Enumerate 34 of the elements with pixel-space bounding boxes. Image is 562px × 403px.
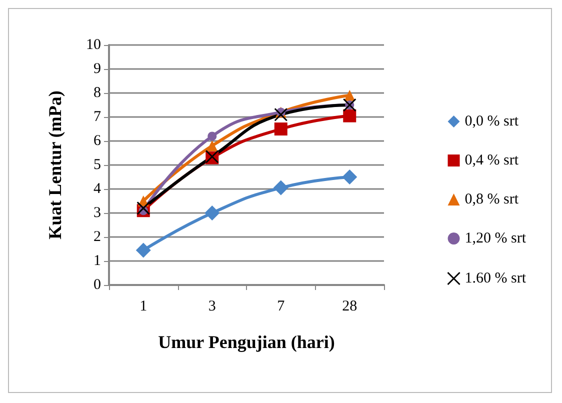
point xyxy=(274,122,288,136)
y-tick-label: 10 xyxy=(86,37,101,53)
legend-label: 0,8 % srt xyxy=(464,192,520,208)
point xyxy=(136,201,150,215)
point xyxy=(273,180,288,196)
legend-label: 0,4 % srt xyxy=(464,152,520,168)
point xyxy=(274,108,288,122)
y-tick-label: 3 xyxy=(94,205,101,221)
x-tick-label: 1 xyxy=(140,298,148,314)
y-tick-label: 4 xyxy=(94,181,102,197)
point xyxy=(344,90,356,101)
y-tick-label: 7 xyxy=(94,109,102,125)
legend-label: 1.60 % srt xyxy=(464,270,527,286)
y-tick-label: 8 xyxy=(94,85,101,101)
legend-label: 1,20 % srt xyxy=(464,230,527,246)
point xyxy=(136,242,151,258)
x-tick-label: 7 xyxy=(277,298,286,314)
y-tick-label: 1 xyxy=(94,253,101,269)
point xyxy=(343,109,356,122)
y-tick-label: 0 xyxy=(94,277,101,293)
y-tick-label: 9 xyxy=(94,61,101,77)
y-tick-label: 5 xyxy=(94,157,101,173)
point xyxy=(342,170,358,184)
x-axis-title: Umur Pengujian (hari) xyxy=(158,332,335,352)
y-tick-label: 2 xyxy=(94,229,101,245)
legend-label: 0,0 % srt xyxy=(464,114,520,130)
point xyxy=(342,98,356,112)
point xyxy=(206,140,218,152)
y-tick-label: 6 xyxy=(94,133,102,149)
y-axis-title: Kuat Lentur (mPa) xyxy=(45,90,65,240)
point xyxy=(204,206,220,220)
x-tick-label: 28 xyxy=(342,298,358,314)
point xyxy=(208,132,217,141)
x-tick-label: 3 xyxy=(208,298,216,314)
